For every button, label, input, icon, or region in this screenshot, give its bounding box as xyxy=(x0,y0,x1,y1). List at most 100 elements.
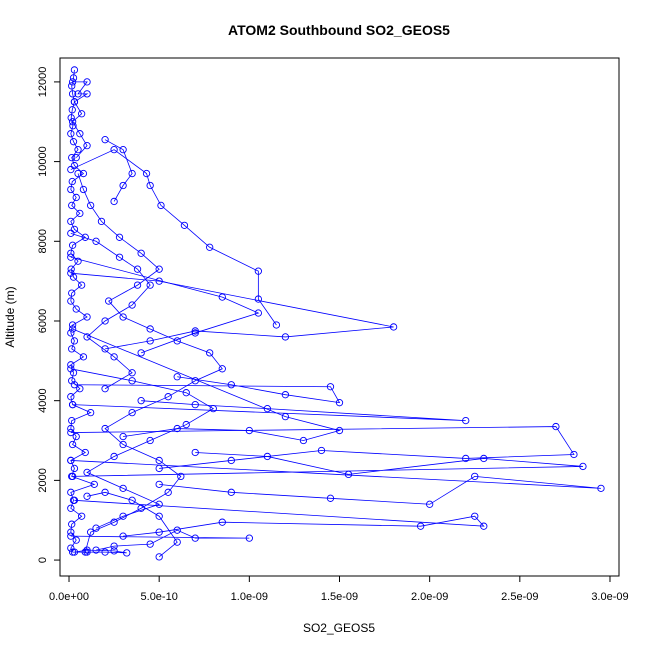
data-point xyxy=(74,145,82,154)
x-tick-label: 3.0e-09 xyxy=(591,591,628,603)
data-point xyxy=(227,488,235,496)
data-point xyxy=(173,424,181,433)
data-point xyxy=(67,428,75,437)
series-line xyxy=(70,256,260,354)
data-point xyxy=(68,416,76,425)
data-point xyxy=(72,536,80,544)
series-line xyxy=(72,81,89,158)
data-point xyxy=(146,337,154,345)
data-point xyxy=(67,393,75,401)
data-point xyxy=(68,201,76,210)
data-point xyxy=(101,548,109,556)
data-point xyxy=(110,353,118,361)
data-point xyxy=(68,440,77,449)
data-point xyxy=(173,526,181,534)
data-point xyxy=(272,321,281,329)
data-point xyxy=(137,504,145,512)
data-point xyxy=(137,397,145,405)
data-point xyxy=(245,534,253,542)
data-point xyxy=(70,381,79,389)
data-point xyxy=(480,522,488,530)
data-point xyxy=(389,323,398,331)
data-point xyxy=(206,243,214,251)
chart-title: ATOM2 Southbound SO2_GEOS5 xyxy=(228,22,450,38)
data-point xyxy=(83,492,91,500)
data-point xyxy=(90,480,98,488)
data-point xyxy=(67,229,75,237)
series-line xyxy=(70,460,602,505)
data-point xyxy=(263,452,272,461)
data-point xyxy=(146,436,154,445)
series-trace xyxy=(67,253,263,357)
data-point xyxy=(69,138,78,146)
series-trace xyxy=(74,169,226,556)
data-point xyxy=(263,404,272,413)
data-point xyxy=(281,333,290,341)
data-point xyxy=(68,90,77,98)
data-point xyxy=(146,540,154,548)
data-point xyxy=(128,496,136,504)
data-point xyxy=(67,528,75,536)
x-axis-label: SO2_GEOS5 xyxy=(303,621,375,635)
data-point xyxy=(326,383,335,391)
data-point xyxy=(76,385,84,393)
data-point xyxy=(552,422,560,431)
y-tick-label: 0 xyxy=(37,557,49,563)
data-point xyxy=(155,265,163,273)
data-point xyxy=(68,325,77,333)
data-point xyxy=(115,233,124,241)
data-point xyxy=(110,542,118,550)
data-point xyxy=(68,78,77,86)
data-point xyxy=(137,349,145,357)
data-point xyxy=(227,381,235,389)
data-point xyxy=(67,130,75,138)
y-tick-label: 2000 xyxy=(37,468,49,492)
data-point xyxy=(119,313,127,321)
y-tick-label: 10000 xyxy=(37,146,49,177)
data-point xyxy=(254,309,263,317)
x-tick-label: 0.0e+00 xyxy=(49,591,89,603)
series-line xyxy=(70,529,250,551)
y-axis-label: Altitude (m) xyxy=(3,286,17,347)
data-point xyxy=(177,472,185,481)
data-point xyxy=(227,456,235,465)
data-point xyxy=(218,518,226,526)
data-point xyxy=(110,547,118,555)
data-point xyxy=(155,480,163,488)
data-point xyxy=(146,281,154,289)
data-point xyxy=(83,313,91,321)
series-trace xyxy=(68,78,91,162)
data-point xyxy=(173,373,181,381)
data-point xyxy=(155,512,163,520)
data-point xyxy=(480,454,488,463)
series-line xyxy=(70,232,151,390)
data-point xyxy=(81,233,89,241)
data-point xyxy=(128,377,136,385)
data-point xyxy=(164,488,172,496)
data-point xyxy=(110,145,118,154)
data-point xyxy=(67,185,75,194)
data-point xyxy=(101,317,109,325)
y-tick-label: 12000 xyxy=(37,67,49,98)
y-axis: 0 2000 4000 6000 8000 10000 12000 xyxy=(37,67,61,563)
data-point xyxy=(597,484,605,492)
data-point xyxy=(123,549,131,557)
data-point xyxy=(76,209,84,218)
data-point xyxy=(92,524,100,532)
data-point xyxy=(68,106,76,114)
data-point xyxy=(209,404,217,413)
data-point xyxy=(97,217,106,226)
plot-series xyxy=(67,66,605,561)
data-point xyxy=(128,169,136,178)
data-point xyxy=(67,114,75,122)
x-axis: 0.0e+00 5.0e-10 1.0e-09 1.5e-09 2.0e-09 2.5e-… xyxy=(49,575,629,603)
x-tick-label: 2.0e-09 xyxy=(411,591,448,603)
data-point xyxy=(69,74,78,82)
data-point xyxy=(79,185,88,194)
data-point xyxy=(164,393,172,401)
data-point xyxy=(335,426,344,435)
series-trace xyxy=(70,373,344,407)
series-line xyxy=(72,452,583,477)
